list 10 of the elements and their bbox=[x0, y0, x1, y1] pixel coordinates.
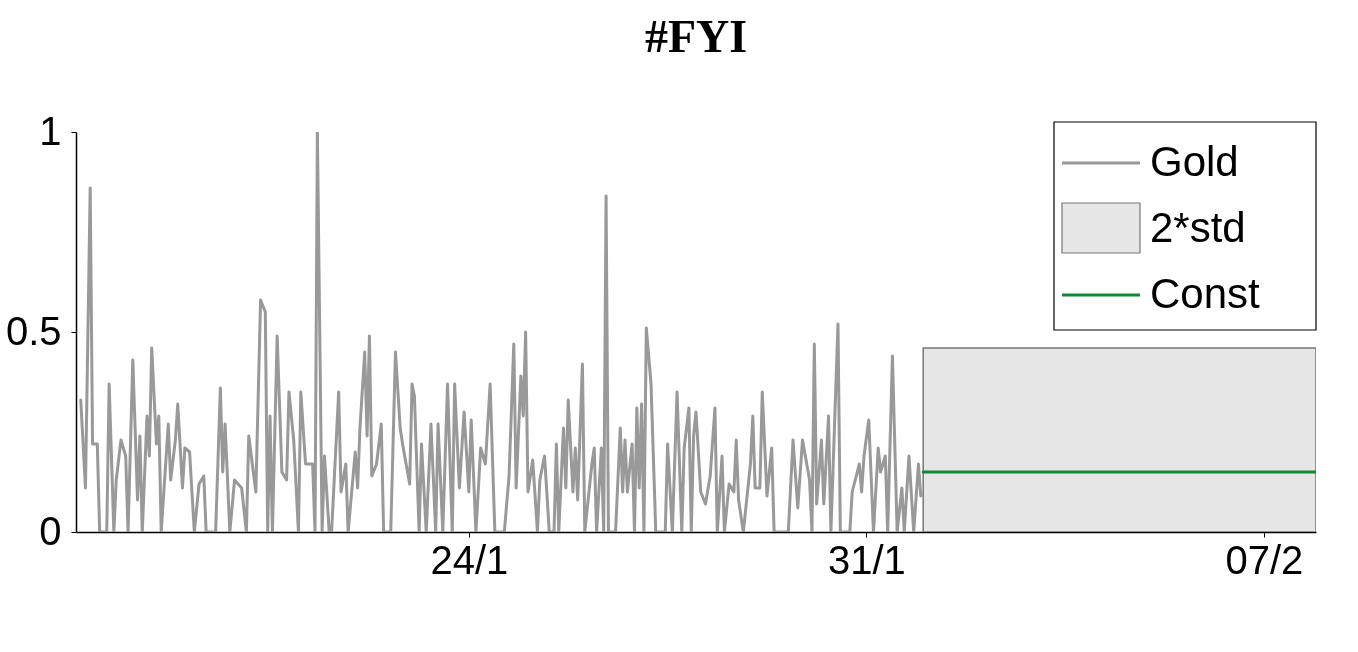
chart-title: #FYI bbox=[644, 11, 748, 62]
legend-label: 2*std bbox=[1150, 204, 1246, 251]
x-tick-label: 31/1 bbox=[827, 537, 906, 582]
x-tick-label: 24/1 bbox=[430, 537, 509, 582]
y-tick-label: 1 bbox=[39, 108, 62, 153]
y-tick-label: 0 bbox=[39, 508, 62, 553]
y-tick-label: 0.5 bbox=[5, 308, 62, 353]
legend-label: Const bbox=[1150, 270, 1261, 317]
legend-label: Gold bbox=[1150, 138, 1239, 185]
x-tick-label: 07/2 bbox=[1225, 537, 1304, 582]
